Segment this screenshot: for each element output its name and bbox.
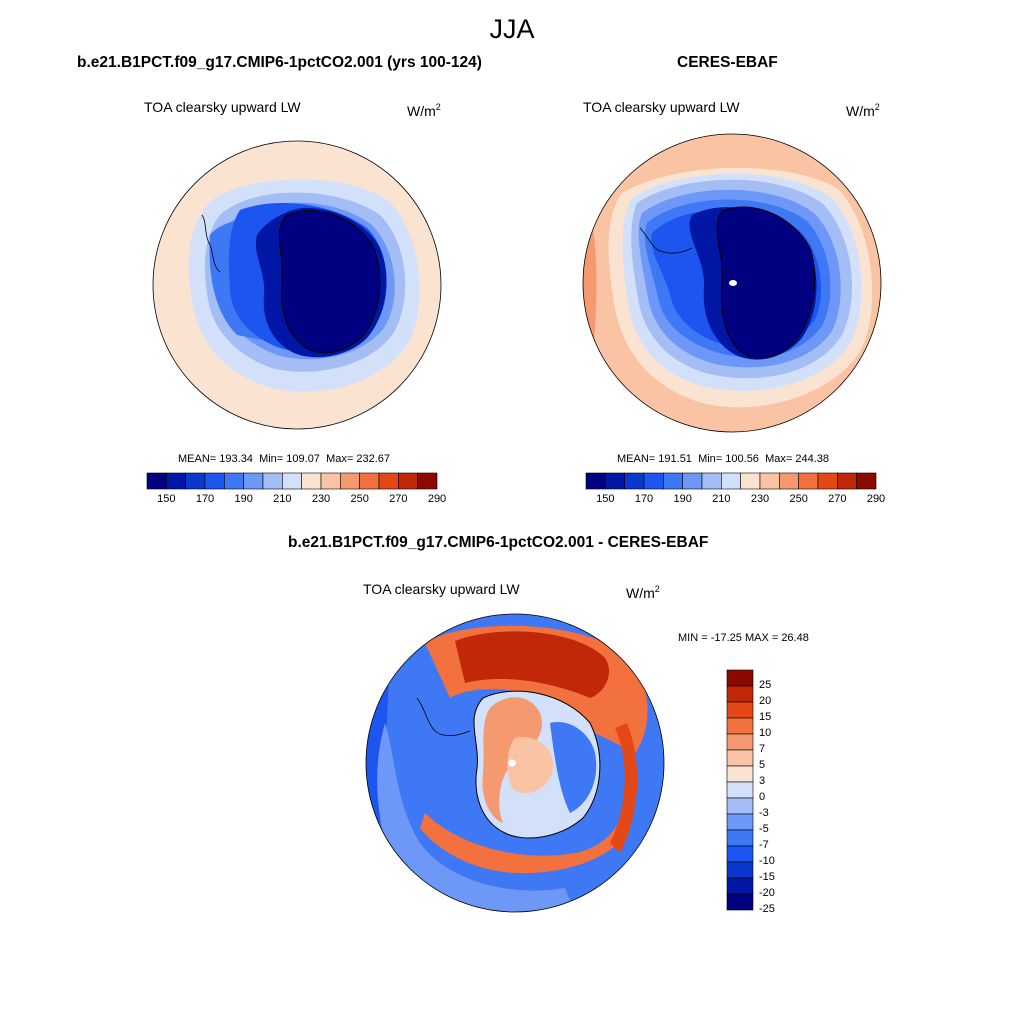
colorbar-tick-label: 270 [828,493,847,505]
colorbar-swatch [779,472,799,490]
colorbar-swatch [817,472,838,490]
colorbar-swatch [726,813,754,831]
colorbar-tick-label: 290 [427,493,447,505]
colorbar-swatch [701,472,722,490]
colorbar-swatch [320,472,341,490]
colorbar-swatch [726,877,754,895]
colorbar-tick-label: 230 [750,493,770,505]
colorbar-swatch [726,733,754,751]
colorbar-swatch [417,472,438,490]
colorbar-swatch [224,472,244,490]
colorbar-swatch [185,472,206,490]
model-colorbar [146,472,438,490]
colorbar-swatch [682,472,703,490]
colorbar-tick-label: -3 [759,807,769,819]
colorbar-swatch [726,893,754,911]
colorbar-swatch [359,472,380,490]
diff-units-label: W/m2 [626,584,660,601]
colorbar-tick-label: 190 [234,493,253,505]
obs-stats: MEAN= 191.51 Min= 100.56 Max= 244.38 [617,453,829,465]
diff-panel-title: b.e21.B1PCT.f09_g17.CMIP6-1pctCO2.001 - … [288,534,709,551]
colorbar-swatch [837,472,857,490]
model-polar-map [152,140,442,430]
colorbar-swatch [740,472,761,490]
diff-polar-map [365,613,665,913]
colorbar-swatch [605,472,625,490]
colorbar-swatch [204,472,225,490]
colorbar-tick-label: 250 [789,493,808,505]
colorbar-tick-label: 20 [759,695,772,707]
diff-colorbar [726,669,754,911]
colorbar-tick-label: 5 [759,759,766,771]
obs-units-label: W/m2 [846,102,880,119]
colorbar-tick-label: -10 [759,855,775,867]
colorbar-tick-label: 10 [759,727,772,739]
model-units-label: W/m2 [407,102,441,119]
colorbar-swatch [726,669,754,687]
colorbar-swatch [726,861,754,879]
colorbar-tick-label: 150 [157,493,176,505]
colorbar-swatch [243,472,264,490]
diff-variable-label: TOA clearsky upward LW [363,581,520,597]
colorbar-swatch [798,472,819,490]
colorbar-tick-label: 3 [759,775,766,787]
colorbar-swatch [624,472,645,490]
colorbar-tick-label: 210 [273,493,292,505]
colorbar-swatch [585,472,606,490]
colorbar-swatch [378,472,399,490]
colorbar-tick-label: 15 [759,711,772,723]
colorbar-swatch [721,472,741,490]
season-title: JJA [489,14,535,44]
colorbar-swatch [726,765,754,783]
colorbar-tick-label: 170 [634,493,654,505]
colorbar-swatch [643,472,664,490]
colorbar-swatch [856,472,877,490]
colorbar-swatch [301,472,322,490]
obs-colorbar [585,472,877,490]
model-stats: MEAN= 193.34 Min= 109.07 Max= 232.67 [178,453,390,465]
colorbar-swatch [726,829,754,847]
model-panel-title: b.e21.B1PCT.f09_g17.CMIP6-1pctCO2.001 (y… [77,54,482,71]
obs-polar-map [582,133,882,433]
colorbar-swatch [398,472,418,490]
colorbar-swatch [726,845,754,863]
colorbar-swatch [726,749,754,767]
colorbar-tick-label: -7 [759,839,769,851]
colorbar-swatch [726,717,754,735]
colorbar-tick-label: 250 [350,493,369,505]
colorbar-tick-label: 25 [759,679,772,691]
colorbar-tick-label: 150 [596,493,615,505]
colorbar-tick-label: 7 [759,743,766,755]
colorbar-swatch [282,472,302,490]
colorbar-tick-label: -5 [759,823,769,835]
colorbar-tick-label: 230 [311,493,331,505]
colorbar-swatch [726,781,754,799]
obs-panel-title: CERES-EBAF [677,54,778,71]
colorbar-tick-label: -25 [759,903,775,915]
colorbar-tick-label: 210 [712,493,731,505]
colorbar-swatch [663,472,683,490]
colorbar-tick-label: 190 [673,493,692,505]
colorbar-swatch [726,685,754,703]
colorbar-tick-label: 0 [759,791,766,803]
colorbar-tick-label: -15 [759,871,775,883]
obs-variable-label: TOA clearsky upward LW [583,99,740,115]
colorbar-swatch [759,472,780,490]
colorbar-tick-label: 170 [195,493,215,505]
colorbar-tick-label: 290 [866,493,886,505]
diff-minmax-label: MIN = -17.25 MAX = 26.48 [678,632,809,644]
colorbar-swatch [166,472,186,490]
colorbar-tick-label: 270 [389,493,408,505]
colorbar-swatch [340,472,360,490]
colorbar-tick-label: -20 [759,887,775,899]
colorbar-swatch [726,701,754,719]
colorbar-swatch [726,797,754,815]
colorbar-swatch [262,472,283,490]
colorbar-swatch [146,472,167,490]
model-variable-label: TOA clearsky upward LW [144,99,301,115]
